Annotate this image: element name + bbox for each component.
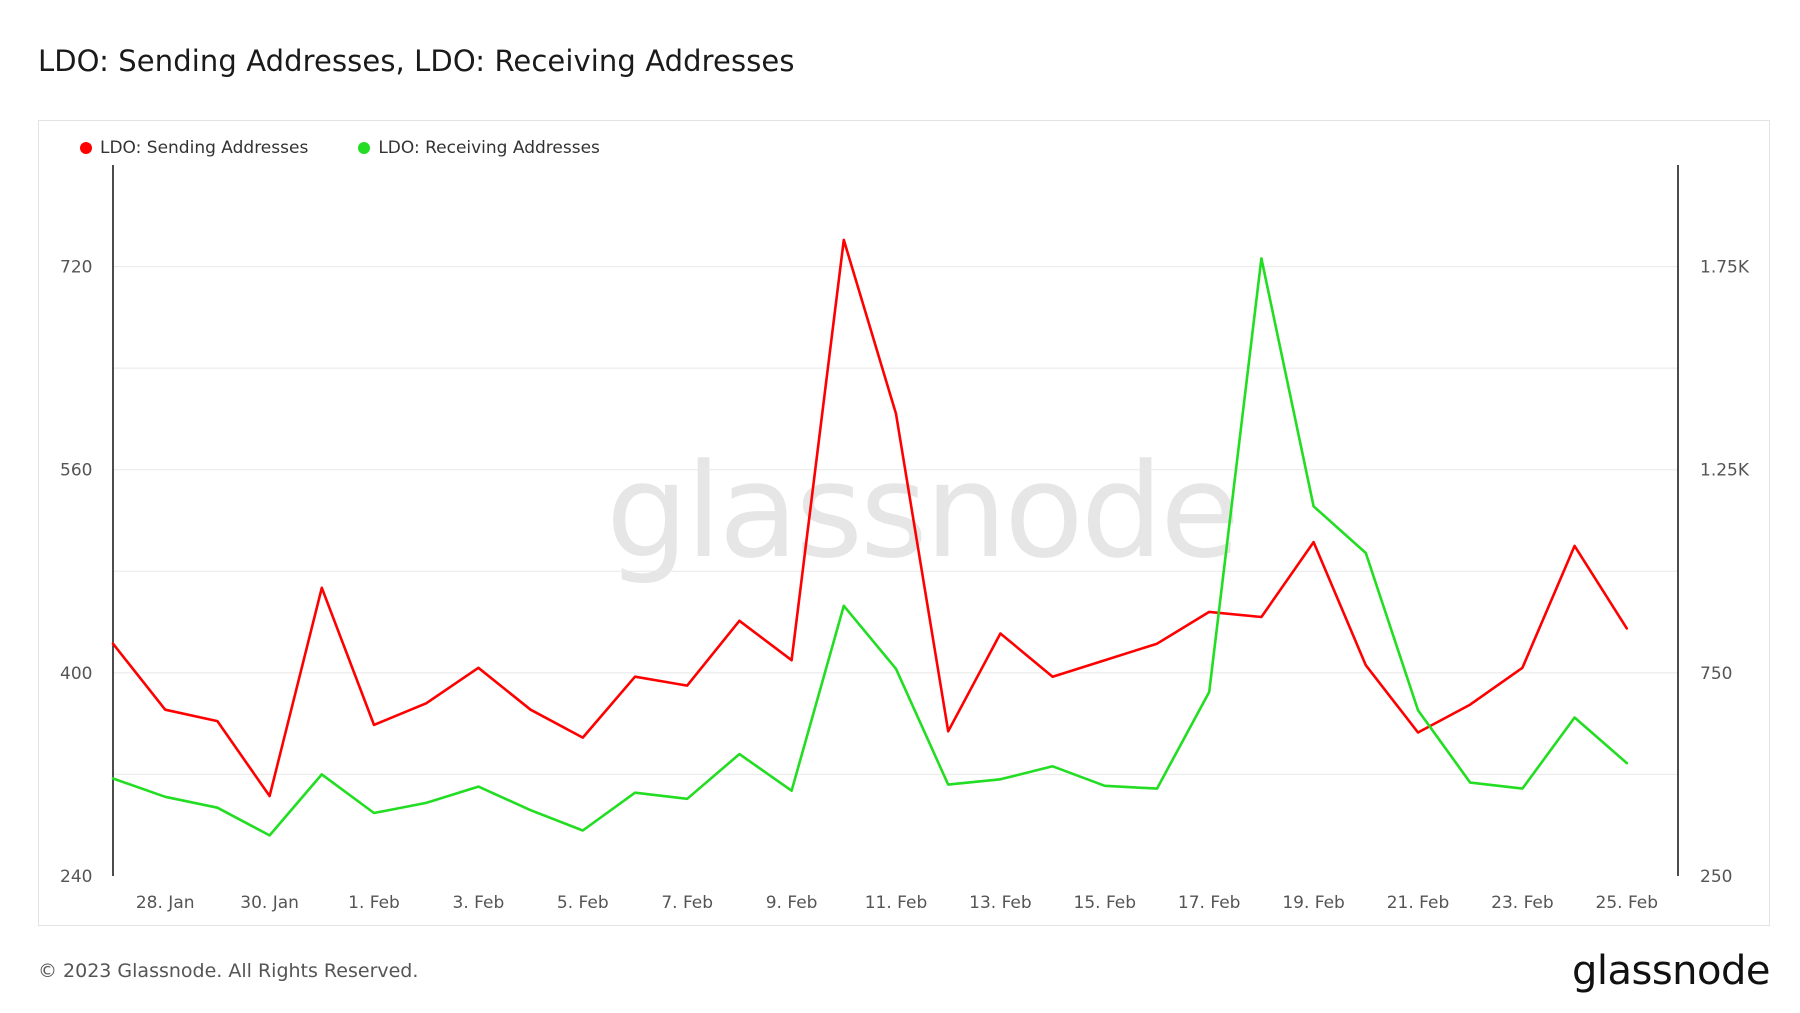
x-tick-label: 17. Feb <box>1178 893 1241 913</box>
y-right-tick-label: 250 <box>1700 867 1732 887</box>
x-tick-label: 9. Feb <box>766 893 818 913</box>
x-tick-label: 19. Feb <box>1282 893 1345 913</box>
legend-label-receiving: LDO: Receiving Addresses <box>378 138 600 158</box>
chart-legend: LDO: Sending Addresses LDO: Receiving Ad… <box>80 138 600 158</box>
copyright-text: © 2023 Glassnode. All Rights Reserved. <box>38 960 419 982</box>
x-tick-label: 21. Feb <box>1387 893 1450 913</box>
x-tick-label: 23. Feb <box>1491 893 1554 913</box>
legend-item-receiving[interactable]: LDO: Receiving Addresses <box>358 138 600 158</box>
legend-item-sending[interactable]: LDO: Sending Addresses <box>80 138 308 158</box>
y-left-tick-label: 720 <box>60 258 92 278</box>
x-tick-label: 5. Feb <box>557 893 609 913</box>
x-tick-label: 13. Feb <box>969 893 1032 913</box>
x-tick-label: 1. Feb <box>348 893 400 913</box>
watermark-logo: glassnode <box>606 435 1240 587</box>
legend-dot-sending <box>80 142 92 154</box>
y-right-tick-label: 1.25K <box>1700 461 1750 481</box>
series-line-receiving <box>111 257 1629 837</box>
x-tick-label: 25. Feb <box>1596 893 1659 913</box>
chart-frame <box>38 120 1770 926</box>
x-tick-label: 7. Feb <box>661 893 713 913</box>
x-tick-label: 28. Jan <box>136 893 195 913</box>
series-line-sending <box>111 238 1629 798</box>
y-left-tick-label: 560 <box>60 461 92 481</box>
chart-title: LDO: Sending Addresses, LDO: Receiving A… <box>38 44 795 78</box>
glassnode-logo: glassnode <box>1571 948 1771 994</box>
legend-label-sending: LDO: Sending Addresses <box>100 138 309 158</box>
y-right-tick-label: 1.75K <box>1700 258 1750 278</box>
x-tick-label: 11. Feb <box>865 893 928 913</box>
y-left-tick-label: 400 <box>60 664 92 684</box>
x-tick-label: 3. Feb <box>453 893 505 913</box>
x-tick-label: 30. Jan <box>240 893 299 913</box>
legend-dot-receiving <box>358 142 371 154</box>
x-tick-label: 15. Feb <box>1074 893 1137 913</box>
y-right-tick-label: 750 <box>1700 664 1732 684</box>
y-left-tick-label: 240 <box>60 867 92 887</box>
